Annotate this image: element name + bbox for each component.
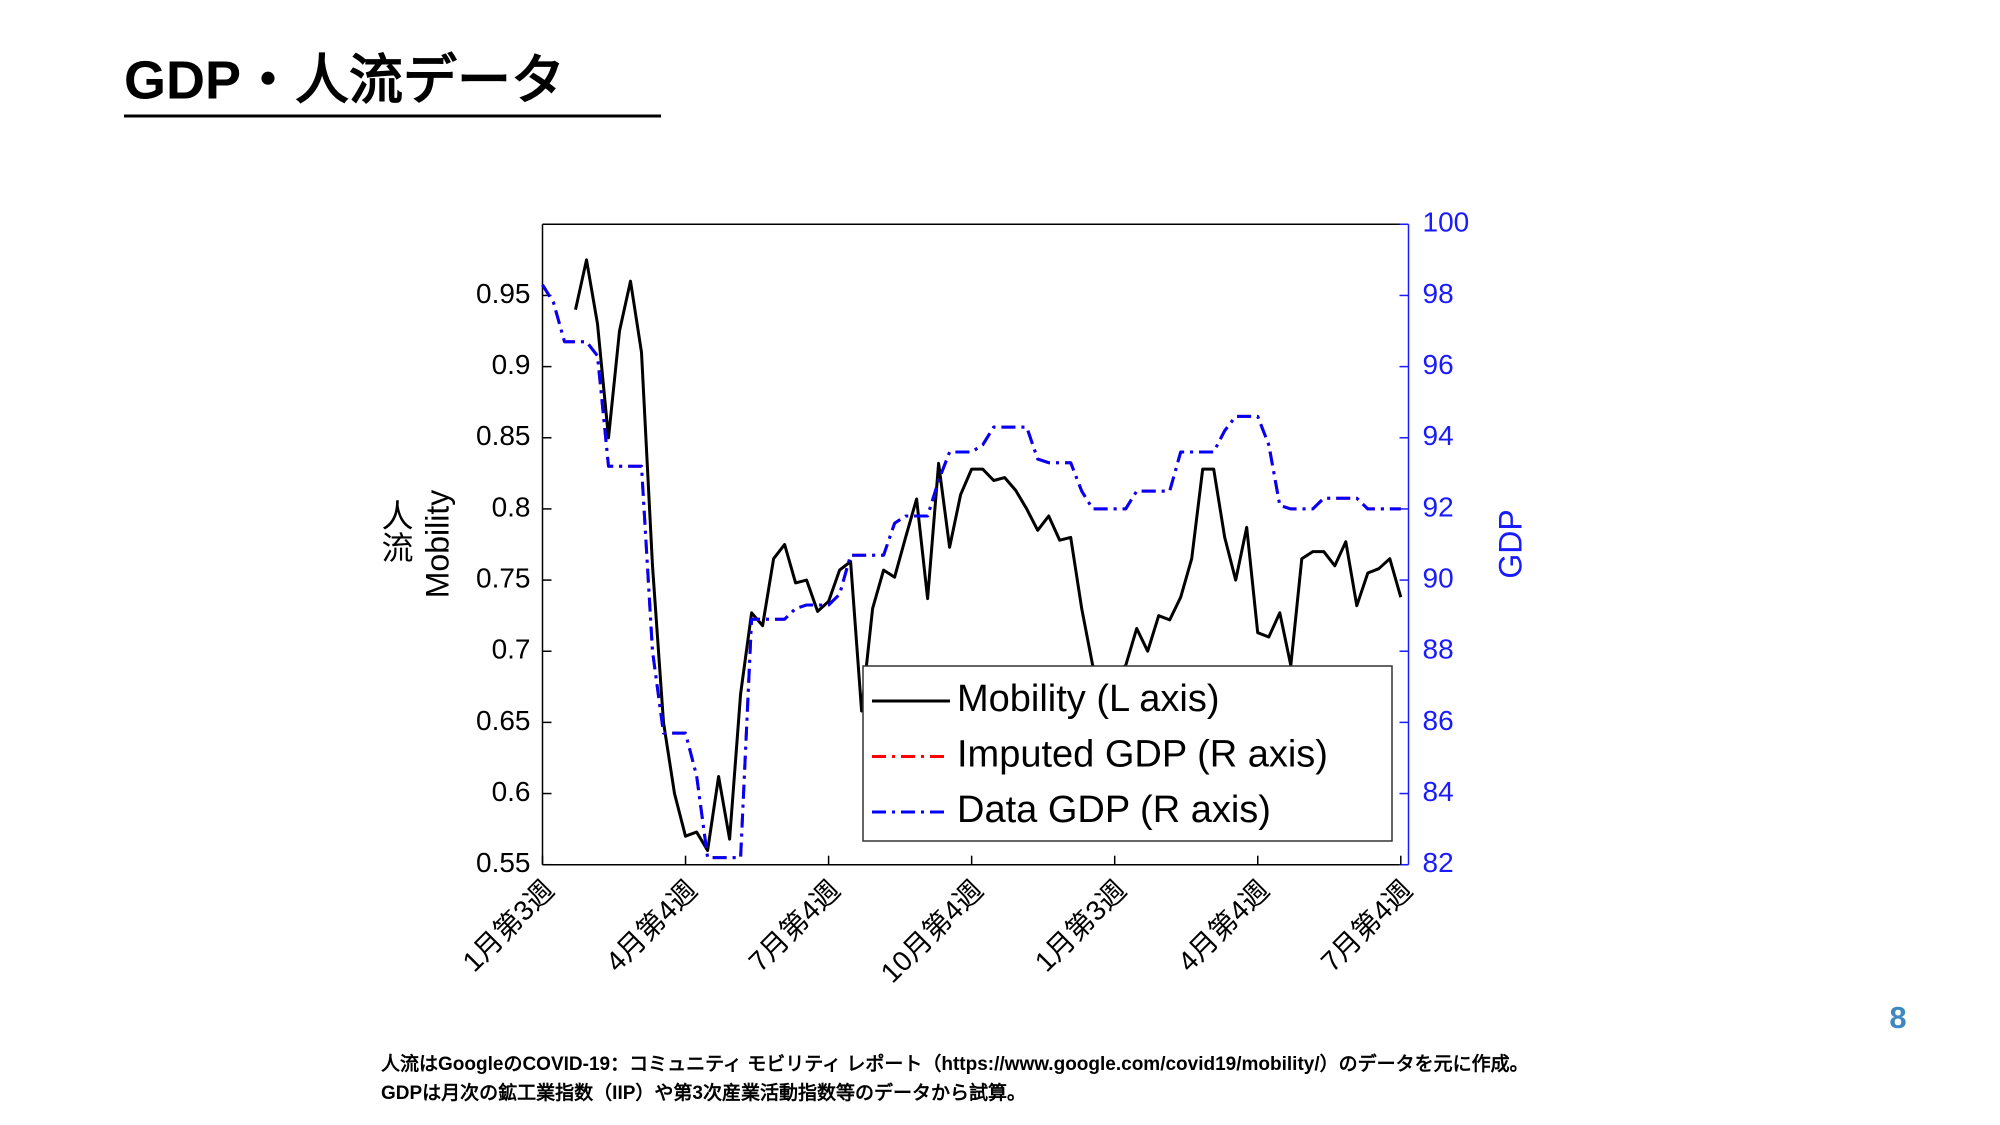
y-tick-label: 0.75 <box>476 562 531 593</box>
legend: Mobility (L axis) Imputed GDP (R axis) Dat… <box>862 665 1393 842</box>
y-tick-label: 0.9 <box>492 349 531 380</box>
y-tick-label: 0.55 <box>476 847 531 878</box>
y2-tick-label: 100 <box>1423 207 1470 238</box>
y-axis-label: 人流 <box>378 499 414 563</box>
legend-box <box>862 665 1393 842</box>
series-line <box>574 258 1403 852</box>
x-tick-label: 7月第4週 <box>743 874 846 977</box>
y2-tick-label: 86 <box>1423 705 1454 736</box>
page-number: 8 <box>1889 1000 1906 1035</box>
legend-label: Data GDP (R axis) <box>957 789 1271 831</box>
y-axis-label: Mobility <box>419 490 455 598</box>
footnote: 人流はGoogleのCOVID-19：コミュニティ モビリティ レポート（htt… <box>381 1052 1529 1075</box>
y2-tick-label: 98 <box>1423 278 1454 309</box>
legend-label: Imputed GDP (R axis) <box>957 734 1328 776</box>
y-tick-label: 0.8 <box>492 491 531 522</box>
y2-tick-label: 94 <box>1423 420 1454 451</box>
x-tick-label: 1月第3週 <box>457 874 560 977</box>
slide-title: GDP・人流データ <box>124 50 565 110</box>
y2-tick-label: 96 <box>1423 349 1454 380</box>
footnote: GDPは月次の鉱工業指数（IIP）や第3次産業活動指数等のデータから試算。 <box>381 1081 1026 1104</box>
y2-tick-label: 90 <box>1423 562 1454 593</box>
y2-tick-label: 82 <box>1423 847 1454 878</box>
y-tick-label: 0.6 <box>492 776 531 807</box>
x-tick-label: 1月第3週 <box>1029 874 1132 977</box>
x-tick-label: 4月第4週 <box>1172 874 1275 977</box>
x-tick-label: 4月第4週 <box>600 874 703 977</box>
y-tick-label: 0.85 <box>476 420 531 451</box>
series-line <box>541 284 1401 860</box>
y-tick-label: 0.7 <box>492 634 531 665</box>
y2-tick-label: 92 <box>1423 491 1454 522</box>
x-tick-label: 10月第4週 <box>875 874 989 988</box>
y2-tick-label: 84 <box>1423 776 1454 807</box>
y2-tick-label: 88 <box>1423 634 1454 665</box>
y2-axis-label: GDP <box>1492 509 1528 578</box>
y-tick-label: 0.95 <box>476 278 531 309</box>
x-tick-label: 7月第4週 <box>1315 874 1418 977</box>
legend-label: Mobility (L axis) <box>957 678 1220 720</box>
y-tick-label: 0.65 <box>476 705 531 736</box>
